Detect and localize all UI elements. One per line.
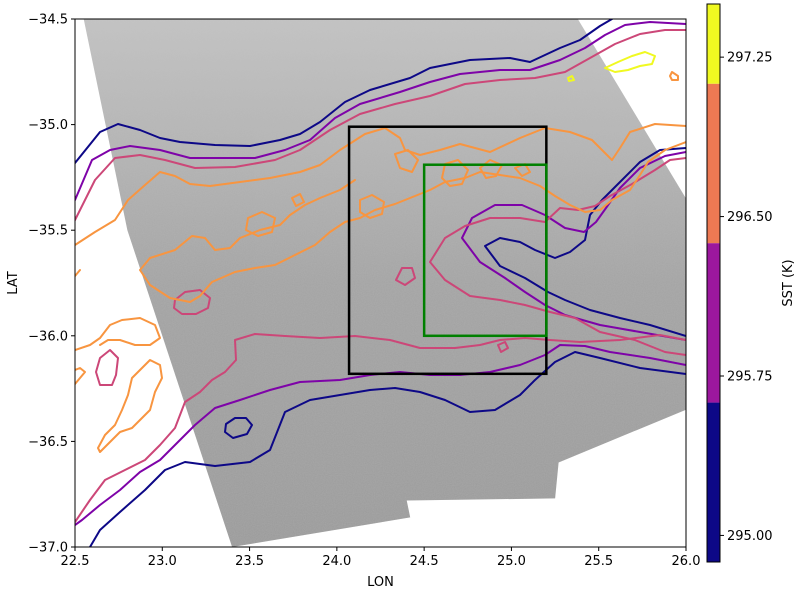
x-tick-label: 23.0 xyxy=(148,554,177,569)
colorbar: 295.00 295.75 296.50 297.25 xyxy=(706,3,773,563)
colorbar-tick-label: 295.75 xyxy=(727,370,773,385)
colorbar-band xyxy=(707,83,720,244)
sst-contours xyxy=(75,19,686,547)
x-axis-label: LON xyxy=(367,575,394,590)
colorbar-band xyxy=(707,243,720,403)
x-tick-label: 22.5 xyxy=(61,554,90,569)
x-tick-label: 26.0 xyxy=(672,554,701,569)
y-tick-label: −35.0 xyxy=(28,118,68,133)
inner-box xyxy=(422,163,548,338)
contour-296-5-corner xyxy=(75,71,679,277)
colorbar-label: SST (K) xyxy=(781,259,796,306)
y-axis-label: LAT xyxy=(6,271,21,294)
contour-296-5-islands xyxy=(245,149,531,237)
contour-295-5-south xyxy=(75,151,686,526)
contour-295-0-north xyxy=(75,19,613,164)
contour-296-5 xyxy=(75,123,686,453)
axes-frame xyxy=(74,18,687,548)
y-tick-label: −36.5 xyxy=(28,435,68,450)
contour-295-5-north xyxy=(75,21,686,201)
colorbar-tick-label: 296.50 xyxy=(727,210,773,225)
colorbar-tick-label: 297.25 xyxy=(727,51,773,66)
colorbar-tick-label: 295.00 xyxy=(727,529,773,544)
contour-295-0-south xyxy=(89,147,686,547)
x-tick-label: 25.0 xyxy=(497,554,526,569)
y-tick-label: −35.5 xyxy=(28,224,68,239)
colorbar-band xyxy=(707,4,720,84)
analysis-boxes xyxy=(347,125,548,376)
y-tick-label: −36.0 xyxy=(28,329,68,344)
colorbar-frame xyxy=(706,3,721,563)
x-tick-label: 25.5 xyxy=(584,554,613,569)
y-axis: −34.5 −35.0 −35.5 −36.0 −36.5 −37.0 xyxy=(28,13,75,556)
contour-296-0-north xyxy=(75,29,686,221)
contour-297-25 xyxy=(567,51,656,82)
y-tick-label: −34.5 xyxy=(28,13,68,28)
x-tick-label: 23.5 xyxy=(235,554,264,569)
x-axis: 22.5 23.0 23.5 24.0 24.5 25.0 25.5 26.0 xyxy=(61,547,701,569)
x-tick-label: 24.0 xyxy=(322,554,351,569)
y-tick-label: −37.0 xyxy=(28,541,68,556)
contour-296-0-south xyxy=(75,157,686,523)
x-tick-label: 24.5 xyxy=(410,554,439,569)
colorbar-band xyxy=(707,402,720,562)
